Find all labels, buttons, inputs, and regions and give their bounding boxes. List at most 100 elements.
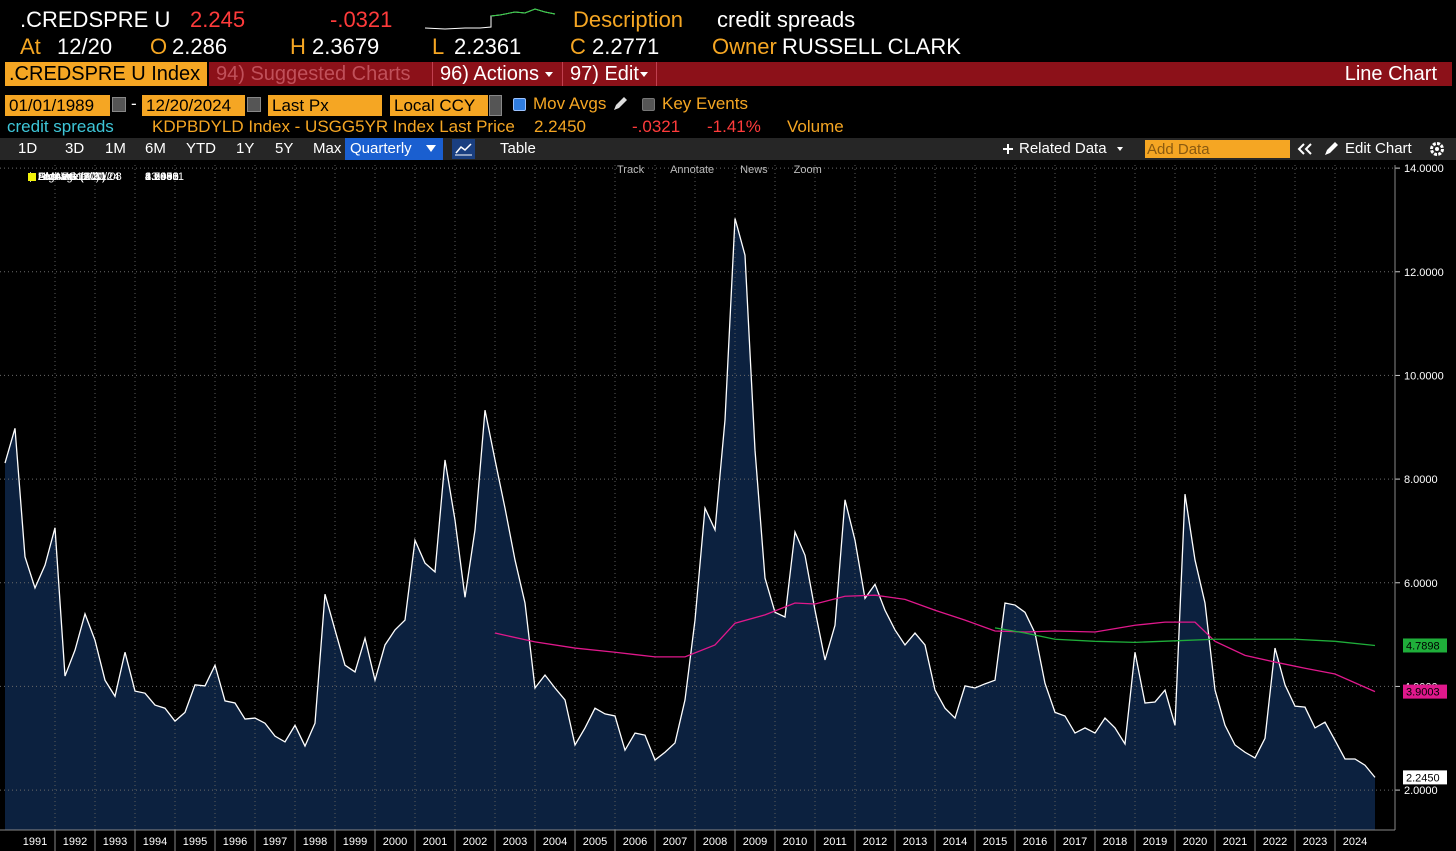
x-tick-label: 2012 [863,836,887,848]
edit-icon [1325,142,1338,155]
end-date[interactable]: 12/20/2024 [142,95,245,116]
frequency-button-bg [345,138,443,160]
x-tick-label: 1993 [103,836,127,848]
legend-label: High on 12/31/08 [38,171,122,183]
x-tick-label: 2009 [743,836,767,848]
period-button[interactable]: Max [313,140,342,157]
legend-value: 13.0311 [145,171,184,183]
mov-avgs-checkbox[interactable] [513,98,526,111]
dropdown-arrow [426,145,436,157]
open-value: 2.286 [172,34,228,59]
x-tick-label: 2024 [1343,836,1367,848]
key-events-checkbox[interactable] [642,98,655,111]
owner-label: Owner [712,34,777,59]
info-change: -.0321 [632,117,681,136]
series-line [494,594,1376,693]
high-value: 2.3679 [312,34,380,59]
chart-tool[interactable]: Track [617,164,645,176]
x-tick-label: 2001 [423,836,447,848]
x-tick-label: 2003 [503,836,527,848]
table-button[interactable]: Table [500,140,536,157]
legend-value: 2.2450 [145,171,179,183]
pencil-icon[interactable] [612,96,628,112]
collapse-icon[interactable] [1297,142,1313,156]
x-tick-label: 2023 [1303,836,1327,848]
key-events-label[interactable]: Key Events [662,94,748,113]
volume-label: Volume [787,117,844,136]
x-tick-label: 2017 [1063,836,1087,848]
series-line [994,627,1376,647]
last-value-tag [1403,638,1447,653]
related-data[interactable]: Related Data [1019,140,1107,157]
dropdown-arrow [545,72,553,81]
close-value: 2.2771 [592,34,660,59]
chart-tool[interactable]: News [740,164,768,176]
legend-label: SMAVG (200) [38,171,106,183]
change: -.0321 [330,7,393,32]
legend-label: Low on 12/20/24 [38,171,120,183]
sparkline [425,8,556,30]
x-tick-label: 2008 [703,836,727,848]
x-tick-label: 1998 [303,836,327,848]
x-tick-label: 2022 [1263,836,1287,848]
frequency-button[interactable]: Quarterly [350,140,412,157]
y-tick-label: 8.0000 [1404,474,1438,486]
chart-icon[interactable] [452,139,475,159]
security-tab[interactable]: .CREDSPRE U Index [5,62,207,86]
x-tick-label: 2020 [1183,836,1207,848]
low-label: L [432,34,445,59]
chart-tool[interactable]: Annotate [670,164,715,176]
legend-value: 2.2450 [145,171,179,183]
x-tick-label: 2004 [543,836,567,848]
last-value-tag [1403,684,1447,699]
ticker: .CREDSPRE U [20,7,171,32]
legend-label: Last Price [38,171,87,183]
description: credit spreads [717,7,856,32]
calendar-icon[interactable] [112,97,126,112]
suggested-charts[interactable]: 94) Suggested Charts [216,63,411,85]
dropdown-arrow [640,72,648,81]
period-button[interactable]: YTD [186,140,216,157]
date-separator: - [131,94,137,113]
chart-tool[interactable]: Zoom [793,164,822,176]
period-button[interactable]: 1M [105,140,126,157]
at-label: At [20,34,41,59]
dropdown-arrow [1117,147,1123,154]
actions-menu[interactable]: 96) Actions [440,63,539,85]
start-date[interactable]: 01/01/1989 [5,95,110,116]
x-tick-label: 2015 [983,836,1007,848]
x-tick-label: 2021 [1223,836,1247,848]
legend-value: 4.7898 [145,171,179,183]
info-last: 2.2450 [534,117,586,136]
field-select[interactable]: Last Px [268,95,382,116]
x-tick-label: 2002 [463,836,487,848]
high-label: H [290,34,306,59]
plus-icon [1003,144,1013,154]
period-button[interactable]: 5Y [275,140,294,157]
security-label: KDPBDYLD Index - USGG5YR Index Last Pric… [152,117,515,136]
x-tick-label: 2006 [623,836,647,848]
x-tick-label: 2016 [1023,836,1047,848]
owner: RUSSELL CLARK [782,34,961,59]
x-tick-label: 1997 [263,836,287,848]
currency-dropdown[interactable] [489,95,502,116]
x-tick-label: 1999 [343,836,367,848]
settings-icon[interactable] [1428,140,1446,158]
calendar-icon[interactable] [247,97,261,112]
edit-menu[interactable]: 97) Edit [570,63,639,85]
period-button[interactable]: 3D [65,140,85,157]
legend-value: n.a. [145,171,164,183]
edit-chart[interactable]: Edit Chart [1345,140,1412,157]
currency-select[interactable]: Local CCY [390,95,488,116]
period-button[interactable]: 1D [18,140,38,157]
add-data-input[interactable]: Add Data [1145,140,1290,158]
legend-swatch [28,173,36,181]
y-tick-label: 14.0000 [1404,163,1444,175]
period-button[interactable]: 6M [145,140,166,157]
x-tick-label: 2019 [1143,836,1167,848]
mov-avgs-label[interactable]: Mov Avgs [533,94,607,113]
x-tick-label: 2014 [943,836,967,848]
description-label: Description [573,7,684,32]
legend-label: Average [38,171,79,183]
period-button[interactable]: 1Y [236,140,255,157]
